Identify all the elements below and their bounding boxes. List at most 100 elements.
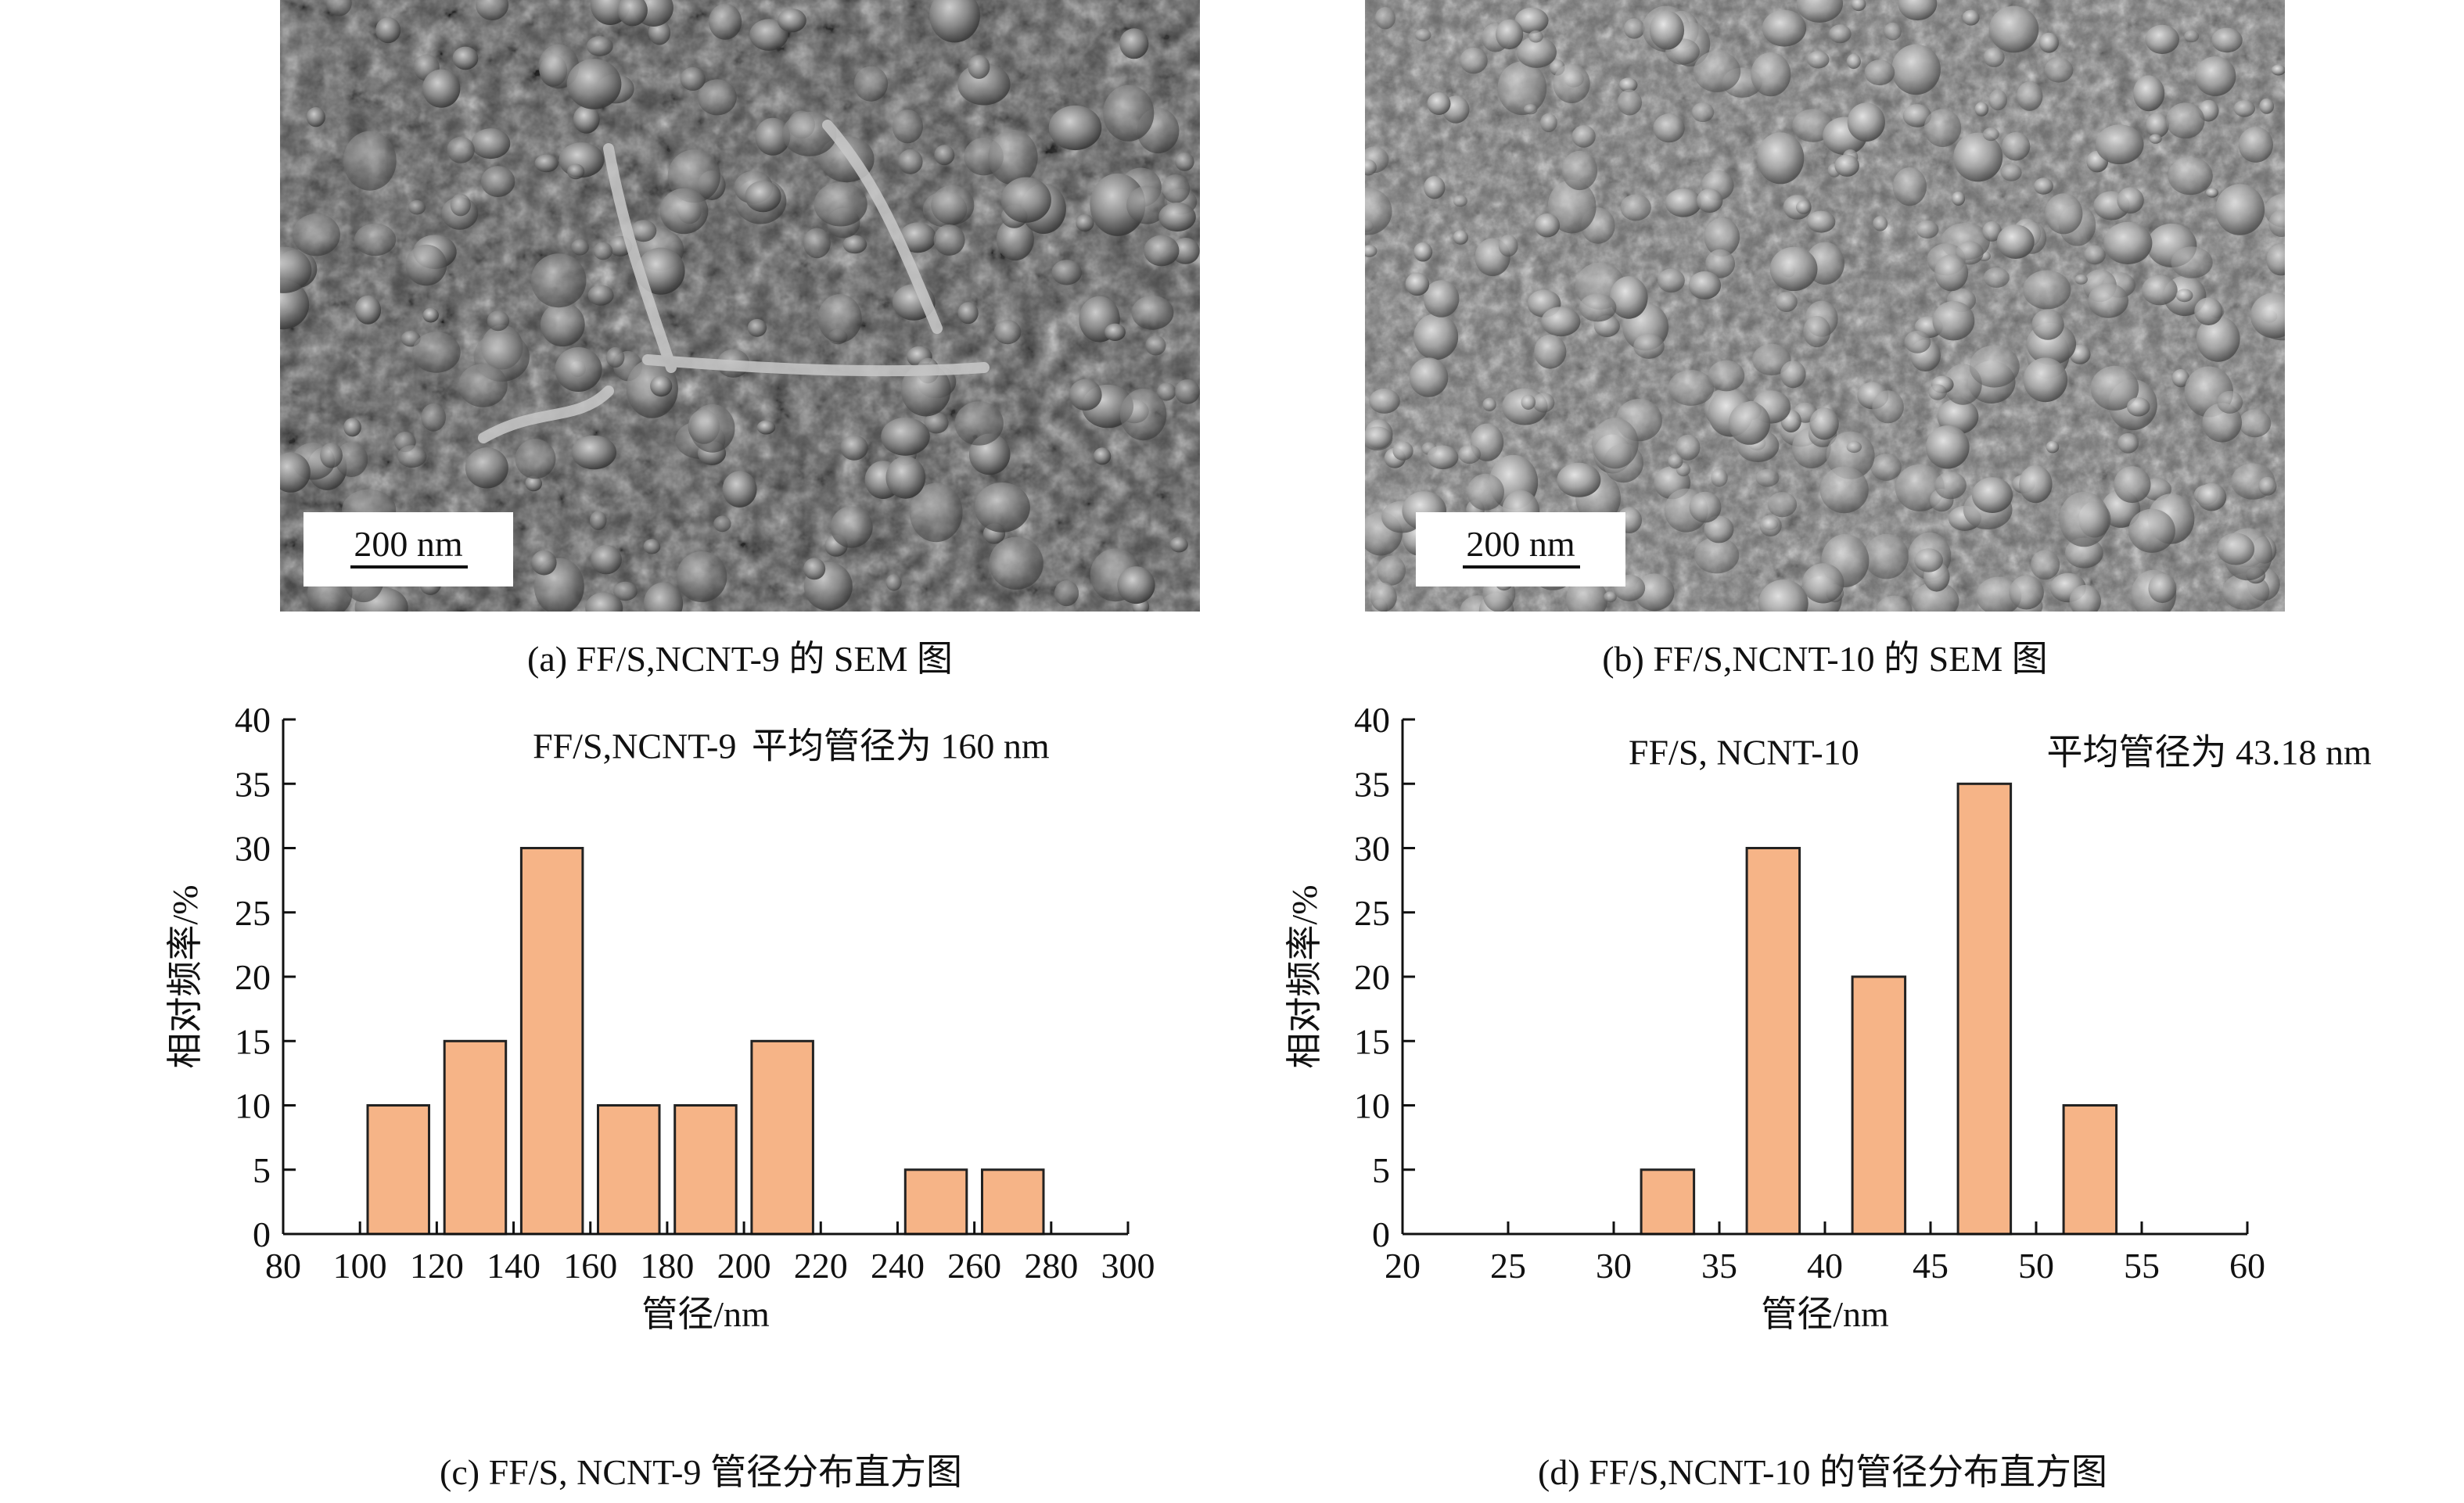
x-tick-label-c: 220 (794, 1246, 848, 1286)
sem-particle (573, 105, 600, 134)
histogram-bar-d-2 (1851, 975, 1907, 1236)
sem-particle (591, 544, 622, 575)
sem-particle (1775, 292, 1798, 312)
chart-annotation-d-0: FF/S, NCNT-10 (1629, 733, 1859, 773)
sem-particle (617, 0, 648, 27)
sem-particle (989, 536, 1043, 590)
sem-particle (1864, 533, 1909, 579)
chart-annotation-c-0: FF/S,NCNT-9 (533, 726, 736, 766)
y-tick-label-c: 30 (235, 829, 271, 869)
sem-particle (974, 482, 1030, 533)
sem-particle (1762, 9, 1807, 47)
sem-particle (1956, 241, 1984, 265)
sem-particle (343, 418, 361, 437)
y-tick-label-c: 10 (235, 1086, 271, 1126)
sem-particle (1923, 109, 1962, 147)
sem-particle (1649, 10, 1685, 50)
sem-particle (1872, 390, 1904, 424)
x-tick-label-c: 80 (265, 1246, 301, 1286)
sem-particle (1689, 491, 1722, 523)
sem-particle (2046, 440, 2060, 454)
y-tick-label-d: 5 (1372, 1150, 1390, 1190)
sem-particle (408, 199, 426, 215)
sem-particle (586, 36, 613, 56)
sem-particle (2259, 98, 2275, 114)
sem-particle (1846, 441, 1862, 454)
sem-particle (2128, 508, 2175, 553)
sem-particle (756, 420, 776, 435)
sem-particle (422, 69, 461, 108)
sem-particle (2146, 113, 2169, 138)
sem-particle (1174, 379, 1200, 404)
y-tick-label-c: 40 (235, 700, 271, 740)
sem-particle (1521, 394, 1536, 410)
y-axis-label-c: 相对频率/% (165, 884, 205, 1068)
sem-particle (2023, 357, 2068, 403)
sem-particle (354, 223, 397, 256)
sem-particle (924, 412, 949, 434)
sem-particle (1751, 52, 1791, 97)
sem-particle (853, 66, 889, 102)
y-axis-label-d: 相对频率/% (1284, 884, 1324, 1068)
sem-particle (1365, 245, 1377, 257)
sem-particle (1864, 59, 1895, 86)
sem-particle (2211, 27, 2243, 53)
sem-particle (1932, 301, 1975, 341)
sem-particle (1365, 159, 1377, 176)
sem-particle (1051, 260, 1082, 285)
x-tick-label-d: 40 (1807, 1246, 1843, 1286)
y-tick-label-c: 35 (235, 764, 271, 804)
sem-particle (2184, 30, 2200, 43)
sem-particle (1902, 104, 1932, 127)
sem-particle (593, 242, 613, 260)
sem-particle (1369, 388, 1400, 414)
sem-particle (1758, 579, 1808, 612)
sem-particle (452, 46, 479, 70)
sem-particle (2168, 156, 2213, 195)
sem-particle (1904, 330, 1931, 353)
sem-particle (842, 235, 867, 254)
sem-particle (1728, 401, 1771, 445)
sem-particle (2171, 246, 2213, 278)
sem-particle (1982, 221, 2002, 242)
sem-particle (2096, 124, 2144, 165)
sem-particle (1453, 230, 1468, 245)
sem-particle (1498, 235, 1518, 257)
sem-particle (1676, 434, 1701, 461)
sem-particle (929, 0, 980, 43)
sem-particle (2196, 316, 2240, 362)
sem-particle (1592, 418, 1639, 469)
sem-particle (2031, 309, 2064, 340)
sem-particle (1553, 63, 1590, 103)
histogram-bar-d-3 (1956, 782, 2013, 1236)
sem-particle (1925, 425, 1970, 469)
x-tick-label-d: 60 (2229, 1246, 2265, 1286)
sem-particle (2271, 64, 2285, 76)
sem-particle (1516, 36, 1557, 68)
y-tick-label-d: 30 (1354, 829, 1390, 869)
histogram-bar-d-4 (2062, 1104, 2118, 1236)
sem-particle (2084, 245, 2106, 265)
sem-particle (2017, 81, 2043, 111)
sem-particle (1974, 102, 1989, 117)
sem-particle (993, 320, 1022, 345)
sem-particle (1982, 127, 1999, 142)
sem-particle (2019, 465, 2053, 504)
x-tick-label-c: 260 (947, 1246, 1001, 1286)
sem-particle (1365, 426, 1393, 450)
sem-particle (885, 456, 926, 499)
sem-particle (2166, 102, 2205, 139)
sem-particle (471, 128, 511, 160)
sem-particle (605, 346, 625, 368)
sem-particle (1633, 333, 1665, 359)
sem-particle (487, 310, 510, 332)
sem-particle (2149, 134, 2162, 144)
sem-particle (1934, 254, 1969, 292)
sem-particle (933, 224, 965, 256)
sem-particle (1952, 191, 1966, 206)
sem-particle (1969, 345, 2020, 388)
sem-particle (589, 511, 607, 530)
sem-particle (2088, 283, 2128, 318)
sem-particle (1131, 295, 1174, 330)
sem-particle (2117, 187, 2144, 213)
